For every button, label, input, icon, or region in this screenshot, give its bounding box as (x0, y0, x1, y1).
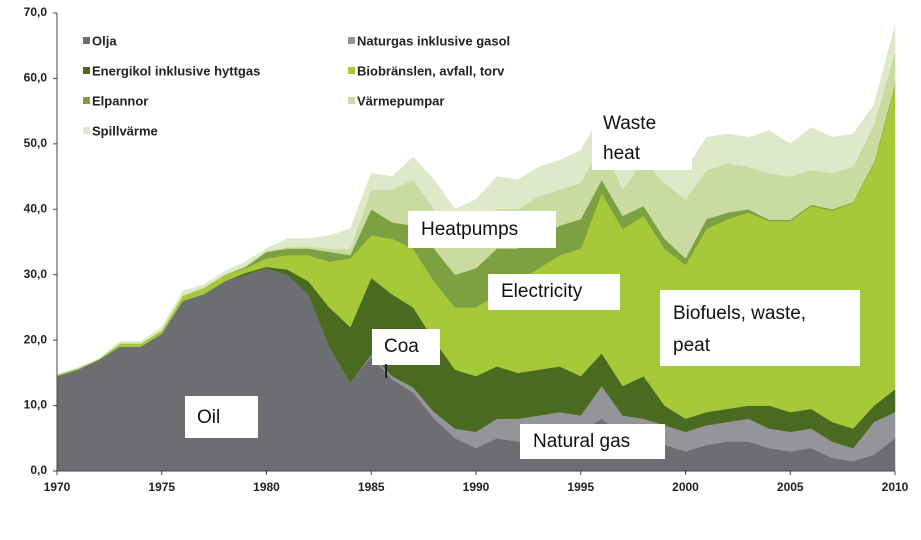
x-tick-label: 2005 (777, 480, 804, 494)
legend-swatch (348, 67, 355, 74)
y-tick-label: 0,0 (30, 463, 47, 477)
legend-label: Elpannor (92, 93, 148, 108)
legend-label: Biobränslen, avfall, torv (357, 63, 505, 78)
x-tick-label: 1980 (253, 480, 280, 494)
y-tick-label: 10,0 (24, 398, 48, 412)
x-tick-label: 1995 (567, 480, 594, 494)
x-tick-label: 2000 (672, 480, 699, 494)
legend-label: Energikol inklusive hyttgas (92, 63, 260, 78)
annotation: Biofuels, waste, (673, 303, 806, 324)
x-tick-label: 1990 (463, 480, 490, 494)
annotation: Coa (384, 336, 419, 357)
x-tick-label: 1985 (358, 480, 385, 494)
annotation: Electricity (501, 281, 583, 302)
annotation-box (185, 396, 258, 438)
y-tick-label: 50,0 (24, 136, 48, 150)
y-tick-label: 30,0 (24, 267, 48, 281)
x-tick-label: 2010 (882, 480, 909, 494)
legend-swatch (83, 67, 90, 74)
y-tick-label: 40,0 (24, 201, 48, 215)
legend-swatch (83, 37, 90, 44)
y-tick-label: 60,0 (24, 71, 48, 85)
x-tick-label: 1975 (148, 480, 175, 494)
annotation: l (384, 362, 388, 383)
legend-label: Värmepumpar (357, 93, 444, 108)
annotation: peat (673, 335, 711, 356)
area (56, 26, 896, 376)
annotation: heat (603, 143, 641, 164)
annotation-box (408, 211, 556, 248)
legend-swatch (83, 97, 90, 104)
annotation-box (592, 112, 692, 170)
annotation: Oil (197, 407, 220, 428)
annotation-box (372, 329, 440, 365)
annotation-box (488, 274, 620, 310)
x-tick-label: 1970 (44, 480, 71, 494)
legend-swatch (348, 97, 355, 104)
annotation-box (660, 290, 860, 366)
annotation-box (520, 424, 665, 459)
legend-swatch (83, 127, 90, 134)
annotation: Natural gas (533, 431, 630, 452)
y-tick-label: 70,0 (24, 5, 48, 19)
annotation: Heatpumps (421, 219, 518, 240)
legend-label: Olja (92, 33, 117, 48)
legend-label: Spillvärme (92, 123, 158, 138)
legend-swatch (348, 37, 355, 44)
legend-label: Naturgas inklusive gasol (357, 33, 510, 48)
y-tick-label: 20,0 (24, 332, 48, 346)
annotation: Waste (603, 113, 656, 134)
